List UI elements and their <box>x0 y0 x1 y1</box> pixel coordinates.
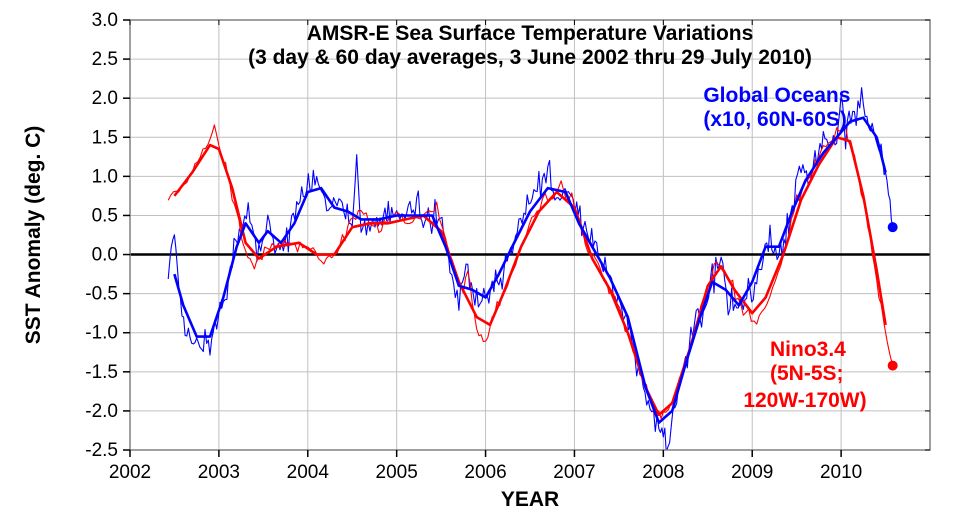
y-tick-label: 3.0 <box>92 10 118 31</box>
y-tick-label: 0.0 <box>92 245 118 266</box>
x-tick-label: 2005 <box>376 462 418 483</box>
y-tick-label: -2.0 <box>85 401 118 422</box>
end-marker-nino_3day <box>888 361 898 371</box>
annotation-0-line1: Global Oceans <box>703 84 850 107</box>
y-tick-label: -1.5 <box>85 362 118 383</box>
x-tick-label: 2007 <box>553 462 595 483</box>
annotation-0-line2: (x10, 60N-60S) <box>703 108 847 131</box>
x-tick-label: 2003 <box>198 462 240 483</box>
y-tick-label: 2.5 <box>92 49 118 70</box>
annotation-1-line1: Nino3.4 <box>770 338 846 361</box>
x-tick-label: 2002 <box>109 462 151 483</box>
x-tick-label: 2008 <box>642 462 684 483</box>
x-tick-label: 2006 <box>464 462 506 483</box>
y-tick-label: 0.5 <box>92 205 118 226</box>
y-axis-label: SST Anomaly (deg. C) <box>22 126 45 345</box>
y-tick-label: 1.0 <box>92 166 118 187</box>
x-tick-label: 2004 <box>287 462 330 483</box>
y-tick-label: -0.5 <box>85 284 118 305</box>
end-marker-global_3day <box>888 222 898 232</box>
sst-anomaly-chart: 2002 2003 2004 2005 2006 2007 2008 2009 2010 -2.5… <box>0 0 960 528</box>
x-tick-label: 2009 <box>731 462 773 483</box>
annotation-2-line1: 120W-170W) <box>743 389 866 412</box>
y-tick-label: -2.5 <box>85 440 118 461</box>
x-tick-label: 2010 <box>820 462 862 483</box>
y-tick-label: 1.5 <box>92 127 118 148</box>
y-tick-label: -1.0 <box>85 323 118 344</box>
annotation-1-line2: (5N-5S; <box>770 362 844 385</box>
y-tick-label: 2.0 <box>92 88 118 109</box>
x-axis-label: YEAR <box>501 488 559 511</box>
chart-title-line2: (3 day & 60 day averages, 3 June 2002 th… <box>248 46 812 69</box>
chart-title-line1: AMSR-E Sea Surface Temperature Variation… <box>307 22 754 45</box>
